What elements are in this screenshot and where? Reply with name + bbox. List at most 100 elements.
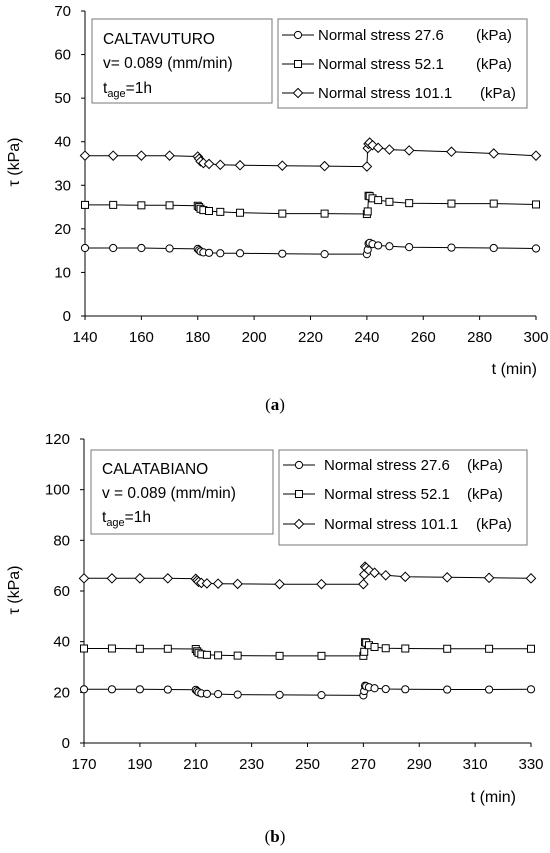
data-point-square [320, 209, 329, 218]
data-point-circle [135, 685, 144, 694]
data-point-circle [214, 690, 223, 699]
data-point-circle [531, 244, 541, 253]
legend-label-2: Normal stress 52.1 [324, 486, 450, 503]
legend-frame [277, 18, 528, 109]
legend-marker-circle [293, 30, 303, 40]
data-point-circle [216, 249, 225, 258]
data-point-diamond [372, 142, 384, 154]
legend-entry-3: Normal stress 101.1 (kPa) [282, 85, 516, 102]
chart-b: τ (kPa) 0 20 40 60 80 100 120 170 190 210 230 250 2… [6, 431, 544, 846]
legend-marker-circle [293, 30, 303, 40]
data-point-diamond [525, 573, 537, 584]
y-tick-label: 20 [53, 684, 70, 701]
data-point-circle [447, 243, 456, 252]
data-point-square [489, 199, 498, 208]
data-point-circle [489, 243, 498, 253]
legend-label-1: Normal stress 27.6 [324, 457, 450, 474]
legend-marker-diamond [293, 518, 305, 530]
x-tick-label: 330 [518, 756, 543, 773]
data-point-diamond [234, 159, 246, 171]
data-point-diamond [483, 572, 495, 584]
legend-entry-2: Normal stress 52.1 (kPa) [283, 486, 503, 503]
data-point-square [374, 196, 383, 205]
data-point-circle [109, 243, 118, 253]
data-point-circle [233, 690, 242, 699]
data-point-circle [80, 243, 90, 253]
x-tick-label: 180 [185, 329, 210, 346]
x-tick-label: 300 [523, 329, 548, 346]
info-tage: tage=1h [102, 509, 151, 529]
x-tick-label: 250 [295, 756, 320, 773]
legend-label-3: Normal stress 101.1 [324, 516, 458, 533]
info-box-frame [91, 18, 273, 104]
data-point-diamond [384, 144, 395, 155]
data-point-square [527, 644, 535, 653]
x-tick-label: 220 [298, 329, 323, 346]
data-point-square [135, 644, 144, 653]
legend-label-1: Normal stress 27.6 [318, 27, 444, 44]
data-point-diamond [107, 150, 119, 161]
legend-marker-square [295, 490, 303, 498]
y-tick-label: 10 [54, 264, 71, 281]
data-point-square [216, 207, 225, 216]
caption-b: (b) [265, 827, 286, 846]
data-point-circle [385, 242, 394, 251]
data-point-diamond [363, 564, 375, 576]
series-circle [80, 238, 541, 259]
y-tick-label: 30 [54, 177, 71, 194]
data-point-diamond [441, 572, 453, 583]
series-line [84, 565, 532, 585]
data-point-square [485, 644, 494, 653]
data-point-diamond [403, 145, 415, 156]
x-tick-labels: 140 160 180 200 220 240 260 280 300 [72, 329, 548, 346]
data-point-square [401, 644, 410, 653]
info-box-frame [90, 449, 274, 535]
data-point-circle [370, 684, 379, 693]
data-point-circle [317, 691, 326, 700]
data-point-square [363, 207, 372, 216]
caption-letter: a [271, 395, 280, 414]
data-point-circle [405, 243, 414, 252]
y-tick-label: 60 [53, 583, 70, 600]
legend-marker-circle [294, 460, 304, 470]
data-point-square [385, 197, 394, 206]
legend-unit-3: (kPa) [476, 516, 512, 533]
data-point-square [370, 642, 379, 651]
y-tick-labels: 0 10 20 30 40 50 60 70 [54, 3, 71, 325]
data-point-circle [401, 685, 410, 694]
data-point-diamond [134, 573, 146, 584]
legend-unit-2: (kPa) [467, 486, 503, 503]
data-point-diamond [79, 150, 91, 161]
data-point-diamond [232, 578, 243, 590]
y-tick-label: 120 [45, 431, 70, 448]
data-point-square [447, 199, 456, 208]
info-velocity: v= 0.089 (mm/min) [103, 55, 233, 72]
y-axis-label: τ (kPa) [6, 138, 23, 187]
data-point-circle [137, 243, 146, 253]
legend-unit-1: (kPa) [476, 27, 512, 44]
series-diamond [79, 137, 542, 172]
x-tick-label: 140 [72, 329, 97, 346]
legend-marker-circle [294, 460, 304, 470]
data-point-square [107, 644, 116, 653]
info-box: CALATABIANO v = 0.089 (mm/min) tage=1h [90, 449, 274, 535]
data-point-square [360, 647, 369, 656]
y-tick-label: 40 [53, 634, 70, 651]
legend-marker-diamond [293, 518, 305, 530]
info-tage-rest: =1h [125, 509, 151, 526]
x-axis-label: t (min) [492, 361, 537, 378]
data-point-diamond [203, 158, 215, 170]
data-point-diamond [78, 573, 90, 584]
data-point-circle [202, 689, 212, 698]
x-tick-labels: 170 190 210 230 250 270 290 310 330 [71, 756, 543, 773]
data-point-square [405, 199, 414, 208]
x-tick-label: 260 [411, 329, 436, 346]
series-diamond [78, 561, 537, 590]
data-point-circle [275, 690, 284, 699]
data-point-diamond [162, 573, 174, 584]
series-line [84, 684, 532, 696]
caption-a-text: (a) [265, 395, 285, 414]
legend-marker-square [294, 60, 302, 68]
data-point-diamond [274, 578, 285, 590]
data-point-circle [163, 685, 172, 694]
